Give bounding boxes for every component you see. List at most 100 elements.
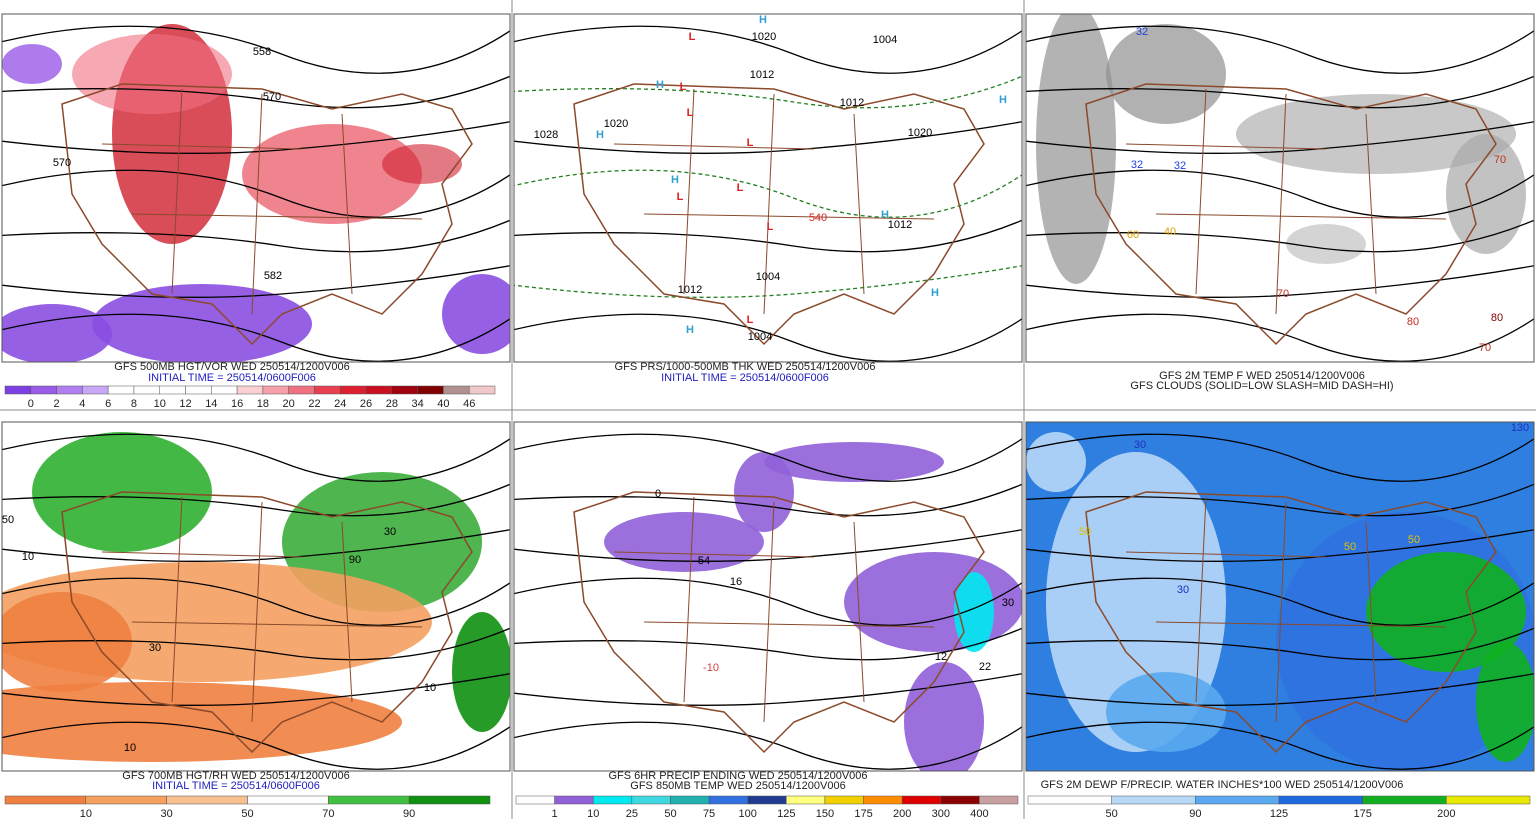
state-line — [171, 496, 183, 703]
panel-title: GFS 2M DEWP F/PRECIP. WATER INCHES*100 W… — [1041, 779, 1404, 791]
shaded-region — [382, 144, 462, 184]
colorbar-swatch — [4, 385, 32, 395]
colorbar-swatch — [408, 795, 491, 805]
map-frame — [1025, 13, 1535, 363]
map-background — [514, 14, 1022, 362]
colorbar-swatch — [468, 385, 496, 395]
shaded-region — [442, 274, 510, 354]
colorbar-swatch — [314, 385, 341, 395]
colorbar-label: 20 — [283, 398, 295, 410]
colorbar-label: 150 — [816, 808, 834, 819]
map-label: L — [677, 191, 684, 203]
shaded-region — [1106, 24, 1226, 124]
colorbar-label: 10 — [80, 808, 92, 819]
colorbar-swatch — [417, 385, 444, 395]
colorbar-swatch — [1027, 795, 1112, 805]
map — [514, 14, 1022, 362]
state-line — [341, 521, 353, 703]
map-label: 1004 — [873, 34, 897, 46]
colorbar-label: 125 — [777, 808, 795, 819]
panel-subtitle: GFS CLOUDS (SOLID=LOW SLASH=MID DASH=HI) — [1130, 380, 1393, 392]
contour — [1026, 121, 1534, 154]
colorbar-label: 50 — [1106, 808, 1118, 819]
state-line — [251, 501, 263, 723]
map-label: 1004 — [748, 331, 772, 343]
map-label: 558 — [253, 46, 271, 58]
colorbar-swatch — [288, 385, 315, 395]
shaded-region — [1036, 14, 1116, 284]
colorbar-swatch — [185, 385, 212, 395]
contour — [514, 673, 1022, 706]
map-label: L — [747, 137, 754, 149]
colorbar-swatch — [262, 385, 289, 395]
colorbar-swatch — [670, 795, 710, 805]
map-label: 50 — [1408, 534, 1420, 546]
map-label: 80 — [1407, 316, 1419, 328]
map-frame — [513, 421, 1023, 772]
colorbar-swatch — [1278, 795, 1363, 805]
panel-title: GFS PRS/1000-500MB THK WED 250514/1200V0… — [615, 361, 876, 373]
contour — [1026, 483, 1534, 517]
colorbar-label: 90 — [1189, 808, 1201, 819]
border — [61, 491, 473, 754]
border — [1085, 491, 1497, 754]
shaded-region — [72, 34, 232, 114]
state-line — [683, 88, 695, 295]
contour — [2, 577, 510, 626]
colorbar-swatch — [236, 385, 264, 395]
map-label: 1012 — [750, 69, 774, 81]
map-label: 582 — [264, 270, 282, 282]
contour — [1026, 721, 1534, 770]
map-label: 70 — [1277, 288, 1289, 300]
state-line — [341, 113, 353, 295]
map-frame — [1, 13, 511, 363]
map-label: 70 — [1494, 154, 1506, 166]
map-frame — [1025, 421, 1535, 772]
map-label: 32 — [1131, 159, 1143, 171]
map-label: 54 — [698, 555, 710, 567]
colorbar-label: 1 — [552, 808, 558, 819]
colorbar-label: 90 — [403, 808, 415, 819]
colorbar-label: 34 — [412, 398, 424, 410]
map-label: 90 — [349, 554, 361, 566]
map-frame — [513, 13, 1023, 363]
colorbar-label: 40 — [437, 398, 449, 410]
contour — [2, 169, 510, 218]
state-line — [763, 93, 775, 315]
map — [1026, 422, 1534, 771]
colorbar-swatch — [1195, 795, 1280, 805]
map-label: 30 — [1134, 439, 1146, 451]
state-line — [1155, 621, 1447, 628]
colorbar-label: 22 — [308, 398, 320, 410]
colorbar-swatch — [824, 795, 864, 805]
map-label: L — [689, 31, 696, 43]
shaded-region — [452, 612, 510, 732]
colorbar-swatch — [940, 795, 980, 805]
state-line — [1275, 501, 1287, 723]
panel-title: GFS 2M TEMP F WED 250514/1200V006 — [1159, 370, 1365, 382]
contour — [1026, 265, 1534, 298]
colorbar-label: 10 — [587, 808, 599, 819]
map-label: 50 — [1344, 541, 1356, 553]
contour — [1026, 577, 1534, 626]
map — [514, 422, 1022, 771]
colorbar-swatch — [747, 795, 787, 805]
map-label: 570 — [53, 157, 71, 169]
contour — [514, 627, 1022, 661]
contour — [2, 25, 510, 74]
contour — [1026, 25, 1534, 74]
shaded-region — [904, 662, 984, 771]
colorbar-label: 25 — [626, 808, 638, 819]
colorbar-label: 50 — [241, 808, 253, 819]
colorbar-label: 10 — [154, 398, 166, 410]
contour — [514, 265, 1022, 298]
map-frame — [1, 421, 511, 772]
colorbar-swatch — [340, 385, 367, 395]
contour — [514, 483, 1022, 517]
colorbar-label: 125 — [1270, 808, 1288, 819]
colorbar-label: 200 — [893, 808, 911, 819]
map-label: 50 — [1079, 526, 1091, 538]
colorbar-swatch — [133, 385, 160, 395]
map-label: 1004 — [756, 271, 780, 283]
map-label: L — [680, 81, 687, 93]
